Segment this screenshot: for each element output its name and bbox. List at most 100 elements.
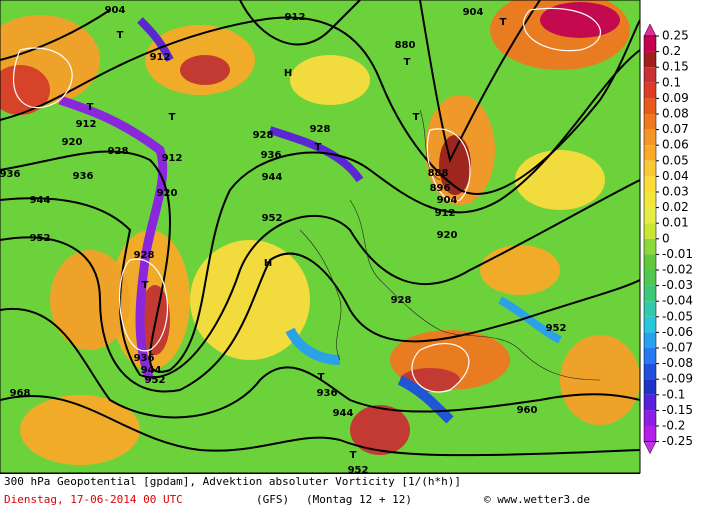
pressure-center-label: H [264, 258, 272, 269]
footer-date: Dienstag, 17-06-2014 00 UTC [4, 493, 183, 506]
colorbar-tick-label: 0.1 [662, 75, 681, 89]
colorbar-tick-label: -0.2 [662, 419, 685, 433]
pressure-center-label: T [315, 142, 322, 153]
colorbar-segment [644, 145, 656, 161]
contour-label: 936 [317, 388, 338, 399]
colorbar-segment [644, 379, 656, 395]
contour-label: 928 [134, 250, 155, 261]
contour-label: 888 [428, 168, 449, 179]
contour-label: 880 [395, 40, 416, 51]
contour-label: 968 [10, 388, 31, 399]
colorbar-segment [644, 207, 656, 224]
colorbar-tick-label: -0.08 [662, 356, 693, 370]
contour-label: 960 [517, 405, 538, 416]
pressure-center-label: T [142, 280, 149, 291]
colorbar-segment [644, 426, 656, 442]
colorbar-segment [644, 238, 656, 255]
contour-label: 920 [157, 188, 178, 199]
colorbar-tick-label: 0.05 [662, 153, 689, 167]
colorbar-tick-label: 0.02 [662, 200, 689, 214]
colorbar-tick-label: -0.02 [662, 263, 693, 277]
colorbar-bottom-arrow [643, 441, 657, 455]
contour-label: 912 [435, 208, 456, 219]
contour-label: 952 [348, 465, 369, 476]
geopotential-contours [0, 0, 640, 457]
colorbar-tick-label: 0.15 [662, 60, 689, 74]
vorticity-contours [12, 7, 601, 393]
footer-model: (GFS) [256, 493, 289, 506]
contour-label: 936 [0, 169, 20, 180]
colorbar-tick-label: -0.05 [662, 309, 693, 323]
map: 904 912 T 912 H 880 T T 904 T 912 920 T 928 T 928 928 912… [0, 0, 640, 476]
colorbar-segment [644, 114, 656, 130]
footer-credit: © www.wetter3.de [484, 493, 590, 506]
colorbar-segment [644, 270, 656, 286]
colorbar-tick-label: -0.15 [662, 403, 693, 417]
colorbar-tick-label: -0.04 [662, 294, 693, 308]
contour-label: 952 [262, 213, 283, 224]
colorbar-tick-label: -0.03 [662, 278, 693, 292]
colorbar-segment [644, 176, 656, 192]
contour-label: 912 [285, 12, 306, 23]
pressure-center-label: T [87, 102, 94, 113]
colorbar-segment [644, 410, 656, 426]
contour-label: 944 [333, 408, 354, 419]
colorbar-tick-label: 0.2 [662, 44, 681, 58]
colorbar-segment [644, 51, 656, 68]
pressure-center-label: T [169, 112, 176, 123]
pressure-center-label: T [500, 17, 507, 28]
pressure-center-label: T [350, 450, 357, 461]
contour-label: 952 [546, 323, 567, 334]
colorbar-segment [644, 67, 656, 83]
colorbar-segment [644, 394, 656, 411]
coastlines [299, 109, 601, 381]
contour-label: 928 [310, 124, 331, 135]
contour-label: 928 [108, 146, 129, 157]
colorbar-tick-label: 0 [662, 231, 670, 245]
colorbar-tick-label: 0.09 [662, 91, 689, 105]
colorbar-tick-label: -0.25 [662, 434, 693, 448]
contour-label: 920 [437, 230, 458, 241]
colorbar-segment [644, 301, 656, 317]
colorbar-segment [644, 285, 656, 302]
contour-label: 944 [30, 195, 51, 206]
colorbar-segment [644, 36, 656, 52]
colorbar-tick-label: 0.08 [662, 107, 689, 121]
colorbar-tick-label: -0.06 [662, 325, 693, 339]
colorbar-tick-label: 0.07 [662, 122, 689, 136]
colorbar-tick-label: 0.01 [662, 216, 689, 230]
contour-label: 904 [437, 195, 458, 206]
colorbar-segment [644, 192, 656, 208]
colorbar-segment [644, 129, 656, 146]
contour-label: 896 [430, 183, 451, 194]
contour-label: 912 [162, 153, 183, 164]
contour-label: 920 [62, 137, 83, 148]
contour-label: 904 [463, 7, 484, 18]
pressure-center-label: H [284, 68, 292, 79]
colorbar-tick-label: -0.1 [662, 387, 685, 401]
colorbar-tick-label: 0.03 [662, 185, 689, 199]
colorbar-segment [644, 254, 656, 270]
footer-run: (Montag 12 + 12) [306, 493, 412, 506]
colorbar-tick-label: 0.04 [662, 169, 689, 183]
colorbar-segment [644, 363, 656, 380]
colorbar-segment [644, 332, 656, 348]
footer-title: 300 hPa Geopotential [gpdam], Advektion … [4, 475, 461, 488]
contour-label: 944 [141, 365, 162, 376]
colorbar-segment [644, 160, 656, 177]
colorbar-segment [644, 316, 656, 333]
colorbar-tick-label: -0.01 [662, 247, 693, 261]
contour-label: 952 [30, 233, 51, 244]
colorbar-top-arrow [643, 23, 657, 37]
pressure-center-label: T [404, 57, 411, 68]
contour-label: 936 [261, 150, 282, 161]
contour-label: 944 [262, 172, 283, 183]
contour-label: 928 [391, 295, 412, 306]
colorbar-tick-label: 0.06 [662, 138, 689, 152]
contour-label: 912 [150, 52, 171, 63]
colorbar: 0.250.2 0.150.1 0.09 0.080.07 0.060.05 0.04 0.… [643, 23, 693, 455]
contour-label: 904 [105, 5, 126, 16]
colorbar-tick-label: -0.07 [662, 341, 693, 355]
pressure-center-label: T [117, 30, 124, 41]
contour-label: 912 [76, 119, 97, 130]
